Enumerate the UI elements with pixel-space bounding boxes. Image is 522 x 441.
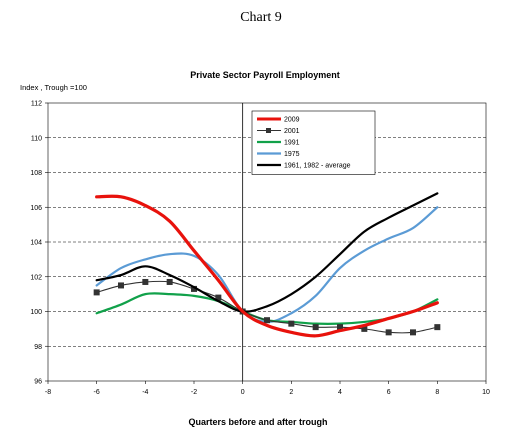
y-axis-label: Index , Trough =100 bbox=[20, 83, 87, 92]
data-point-marker bbox=[434, 324, 441, 331]
series-line bbox=[95, 206, 439, 324]
legend-label: 1961, 1982 - average bbox=[284, 163, 351, 170]
legend-marker bbox=[266, 128, 271, 133]
y-tick-label: 110 bbox=[31, 135, 42, 142]
legend: 2009 2001 1991 1975 1961, 1982 - average bbox=[251, 110, 376, 175]
data-point-marker bbox=[312, 324, 319, 331]
data-point-marker bbox=[93, 289, 100, 296]
y-tick-label: 106 bbox=[30, 205, 42, 212]
series-line bbox=[95, 194, 439, 338]
y-tick-label: 112 bbox=[31, 101, 42, 108]
data-point-marker bbox=[142, 278, 149, 285]
legend-label: 1975 bbox=[284, 151, 300, 158]
series-lines bbox=[93, 192, 441, 338]
data-point-marker bbox=[361, 325, 368, 332]
x-tick-label: 6 bbox=[387, 389, 391, 396]
x-tick-label: 2 bbox=[289, 389, 293, 396]
series-line bbox=[95, 192, 439, 313]
x-tick-label: -2 bbox=[191, 389, 197, 396]
x-tick-label: -4 bbox=[142, 389, 148, 396]
y-tick-label: 102 bbox=[30, 274, 42, 281]
data-point-marker bbox=[215, 294, 222, 301]
y-tick-label: 108 bbox=[30, 170, 42, 177]
data-point-marker bbox=[288, 320, 295, 327]
data-point-marker bbox=[118, 282, 124, 289]
x-tick-label: -6 bbox=[94, 389, 100, 396]
data-point-marker bbox=[385, 329, 392, 336]
x-axis-label: Quarters before and after trough bbox=[188, 417, 327, 427]
data-point-marker bbox=[337, 324, 343, 331]
y-tick-label: 96 bbox=[34, 379, 42, 386]
legend-label: 1991 bbox=[284, 140, 300, 147]
chart-number: Chart 9 bbox=[240, 10, 282, 25]
data-point-marker bbox=[191, 285, 197, 292]
x-tick-label: 4 bbox=[338, 389, 342, 396]
x-tick-label: 8 bbox=[435, 389, 439, 396]
data-point-marker bbox=[264, 317, 270, 324]
x-tick-label: -8 bbox=[45, 389, 51, 396]
x-axis-ticks: -8 -6 -4 -2 0 2 4 6 8 10 bbox=[45, 381, 490, 396]
y-tick-label: 100 bbox=[30, 309, 42, 316]
legend-label: 2009 bbox=[284, 117, 300, 124]
legend-label: 2001 bbox=[284, 128, 300, 135]
x-tick-label: 10 bbox=[482, 389, 490, 396]
data-point-marker bbox=[166, 278, 173, 285]
y-tick-label: 104 bbox=[30, 240, 42, 247]
chart-title: Private Sector Payroll Employment bbox=[190, 70, 340, 80]
x-tick-label: 0 bbox=[241, 389, 245, 396]
y-tick-label: 98 bbox=[34, 344, 42, 351]
data-point-marker bbox=[410, 329, 416, 336]
y-axis-ticks: 96 98 100 102 104 106 108 110 112 bbox=[30, 101, 48, 386]
